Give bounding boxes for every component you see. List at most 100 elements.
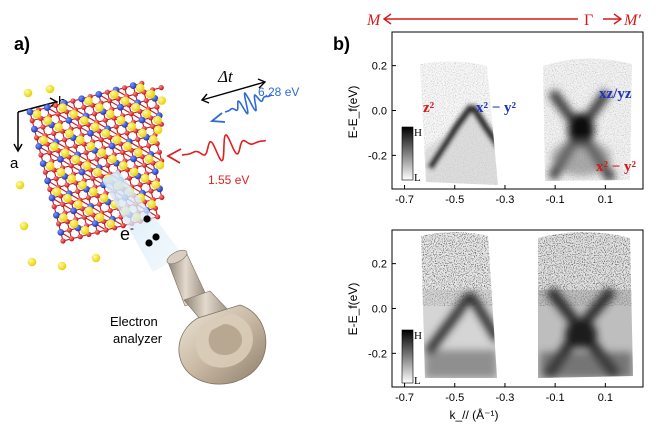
spectrum-top-left	[420, 61, 498, 185]
sulfur-atom-icon	[157, 96, 166, 105]
oxygen-atom-icon	[94, 229, 100, 235]
sulfur-atom-icon	[110, 90, 119, 99]
oxygen-atom-icon	[107, 98, 113, 104]
oxygen-atom-icon	[86, 195, 92, 201]
oxygen-atom-icon	[29, 118, 35, 124]
oxygen-atom-icon	[90, 175, 96, 181]
momentum-path-arrow	[382, 13, 623, 25]
oxygen-atom-icon	[64, 182, 70, 188]
oxygen-atom-icon	[40, 124, 46, 130]
oxygen-atom-icon	[42, 169, 49, 175]
sulfur-atom-icon	[43, 116, 52, 125]
annotation-z2: z²	[423, 100, 435, 116]
oxygen-atom-icon	[69, 236, 75, 242]
oxygen-atom-icon	[51, 204, 57, 210]
sulfur-atom-icon	[45, 84, 55, 94]
sulfur-atom-icon	[32, 109, 42, 119]
sulfur-atom-icon	[144, 154, 154, 164]
sulfur-atom-icon	[93, 167, 102, 177]
crystal-axes	[13, 97, 59, 153]
sulfur-atom-icon	[89, 187, 98, 196]
annotation-x2y2-top: x² − y²	[476, 100, 517, 116]
oxygen-atom-icon	[137, 182, 143, 188]
sulfur-atom-icon	[123, 141, 132, 151]
oxygen-atom-icon	[98, 137, 104, 143]
sulfur-atom-icon	[149, 135, 158, 144]
oxygen-atom-icon	[68, 163, 74, 169]
xlabel-bottom: k_// (Å⁻¹)	[449, 407, 498, 422]
y-tick-label: -0.2	[368, 348, 387, 360]
annotation-xzyz: xz/yz	[599, 86, 632, 102]
electron-analyzer-icon	[166, 249, 267, 385]
oxygen-atom-icon	[120, 223, 126, 229]
ylabel-top: E-E_f(eV)	[346, 86, 360, 139]
oxygen-atom-icon	[81, 214, 87, 220]
panel-b-label: b)	[333, 34, 350, 54]
sulfur-atom-icon	[116, 115, 126, 125]
oxygen-atom-icon	[92, 111, 98, 117]
oxygen-atom-icon	[56, 221, 62, 227]
sulfur-atom-icon	[60, 148, 70, 158]
oxygen-atom-icon	[148, 188, 154, 194]
oxygen-atom-icon	[113, 124, 119, 130]
oxygen-atom-icon	[75, 188, 81, 194]
copper-atom-icon	[87, 129, 94, 137]
sulfur-atom-icon	[45, 161, 55, 171]
axis-a-label: a	[10, 155, 19, 172]
oxygen-atom-icon	[66, 227, 72, 233]
copper-atom-icon	[130, 155, 138, 163]
oxygen-atom-icon	[103, 227, 109, 233]
oxygen-atom-icon	[47, 150, 53, 156]
sulfur-atom-icon	[147, 199, 156, 209]
sulfur-atom-icon	[131, 102, 141, 112]
oxygen-atom-icon	[105, 162, 111, 168]
oxygen-atom-icon	[47, 186, 53, 192]
path-label-m: M	[366, 12, 382, 29]
x-tick-label: -0.7	[395, 392, 414, 404]
copper-atom-icon	[48, 194, 56, 202]
oxygen-atom-icon	[77, 124, 83, 130]
x-tick-label: 0.1	[598, 194, 613, 206]
sulfur-atom-icon	[57, 261, 67, 271]
sulfur-atom-icon	[82, 161, 91, 170]
arpes-plot-top: H L z² x² − y² xz/yz x² − y² E-E_f(eV) -…	[346, 31, 644, 206]
copper-atom-icon	[108, 142, 116, 150]
sulfur-atom-icon	[108, 154, 117, 164]
oxygen-atom-icon	[159, 194, 165, 200]
photoelectron-beam	[102, 170, 183, 272]
oxygen-atom-icon	[51, 130, 57, 136]
oxygen-atom-icon	[72, 143, 78, 149]
oxygen-atom-icon	[77, 234, 83, 240]
sulfur-atom-icon	[106, 219, 115, 228]
oxygen-atom-icon	[126, 175, 132, 181]
y-tick-label: 0.0	[372, 304, 387, 316]
sulfur-atom-icon	[67, 174, 76, 183]
colorbar-bottom	[401, 329, 414, 384]
oxygen-atom-icon	[122, 85, 128, 91]
oxygen-atom-icon	[83, 150, 89, 156]
lattice-atoms	[15, 80, 166, 271]
colorbar-top	[401, 126, 414, 181]
sulfur-atom-icon	[84, 206, 94, 216]
copper-atom-icon	[138, 116, 146, 124]
oxygen-atom-icon	[150, 123, 156, 129]
sulfur-atom-icon	[27, 257, 37, 267]
crystal-lattice	[15, 80, 166, 271]
oxygen-atom-icon	[128, 111, 134, 117]
sulfur-atom-icon	[15, 180, 25, 190]
sulfur-atom-icon	[86, 141, 96, 151]
oxygen-atom-icon	[141, 162, 147, 168]
colorbar-bottom-high: H	[414, 330, 422, 342]
sulfur-atom-icon	[71, 154, 81, 164]
copper-atom-icon	[78, 95, 85, 103]
sulfur-atom-icon	[19, 221, 29, 231]
spectrum-top-right	[543, 58, 632, 181]
sulfur-atom-icon	[84, 96, 93, 106]
oxygen-atom-icon	[143, 98, 149, 104]
spectrum-bottom-right	[538, 232, 633, 378]
copper-atom-icon	[35, 143, 43, 150]
sulfur-atom-icon	[69, 219, 79, 229]
sulfur-atom-icon	[75, 135, 85, 145]
copper-atom-icon	[26, 108, 34, 116]
